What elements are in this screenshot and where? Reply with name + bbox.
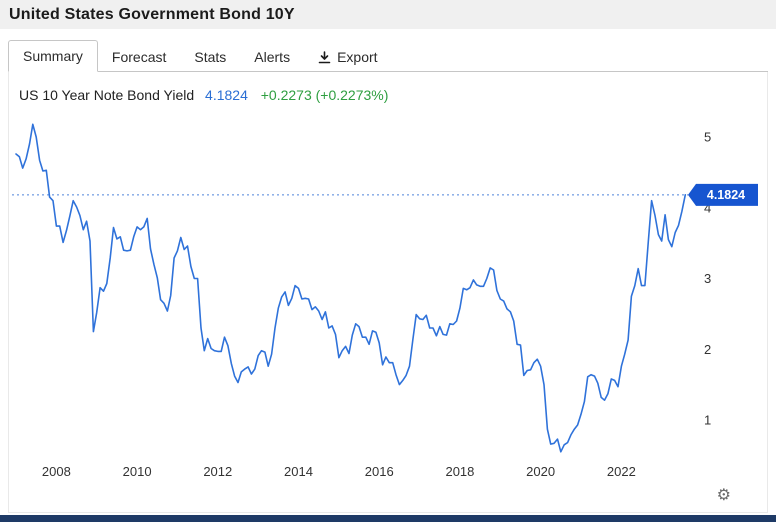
- x-tick-label: 2010: [123, 464, 152, 479]
- footer-bar: [0, 515, 776, 522]
- x-tick-label: 2022: [607, 464, 636, 479]
- tab-forecast-label: Forecast: [111, 49, 167, 65]
- price-change: +0.2273 (+0.2273%): [260, 87, 389, 103]
- price-tag: [688, 183, 758, 206]
- x-tick-label: 2008: [42, 464, 71, 479]
- tab-export-label: Export: [337, 49, 378, 65]
- tab-stats[interactable]: Stats: [180, 42, 240, 72]
- y-tick-label: 1: [704, 413, 711, 428]
- x-tick-label: 2018: [445, 464, 474, 479]
- yield-chart[interactable]: 1 2 3 4 5 2008 2010 2012 2014 2016 2018 2020 2022 4.1…: [10, 110, 766, 484]
- x-tick-label: 2014: [284, 464, 313, 479]
- x-tick-label: 2016: [365, 464, 394, 479]
- last-price: 4.1824: [205, 87, 248, 103]
- tab-alerts-label: Alerts: [254, 49, 291, 65]
- y-tick-label: 3: [704, 271, 711, 286]
- y-tick-label: 2: [704, 342, 711, 357]
- tab-stats-label: Stats: [194, 49, 227, 65]
- page-header: United States Government Bond 10Y: [0, 0, 776, 29]
- price-tag-label: 4.1824: [707, 188, 745, 202]
- instrument-name: US 10 Year Note Bond Yield: [19, 87, 195, 103]
- x-tick-label: 2020: [526, 464, 555, 479]
- tab-summary[interactable]: Summary: [8, 40, 98, 72]
- yield-line: [15, 123, 687, 453]
- y-tick-label: 5: [704, 130, 711, 145]
- gear-icon[interactable]: ⚙: [716, 487, 731, 504]
- page-title: United States Government Bond 10Y: [9, 5, 295, 23]
- tab-bar: Summary Forecast Stats Alerts Export: [8, 37, 768, 72]
- x-tick-label: 2012: [203, 464, 232, 479]
- tab-summary-label: Summary: [23, 48, 83, 64]
- y-tick-label: 4: [704, 200, 711, 215]
- chart-panel: US 10 Year Note Bond Yield 4.1824 +0.227…: [8, 72, 768, 513]
- download-icon: [318, 50, 331, 64]
- tab-alerts[interactable]: Alerts: [240, 42, 304, 72]
- tab-export[interactable]: Export: [304, 42, 391, 72]
- tab-forecast[interactable]: Forecast: [98, 42, 180, 72]
- quote-line: US 10 Year Note Bond Yield 4.1824 +0.227…: [19, 87, 388, 103]
